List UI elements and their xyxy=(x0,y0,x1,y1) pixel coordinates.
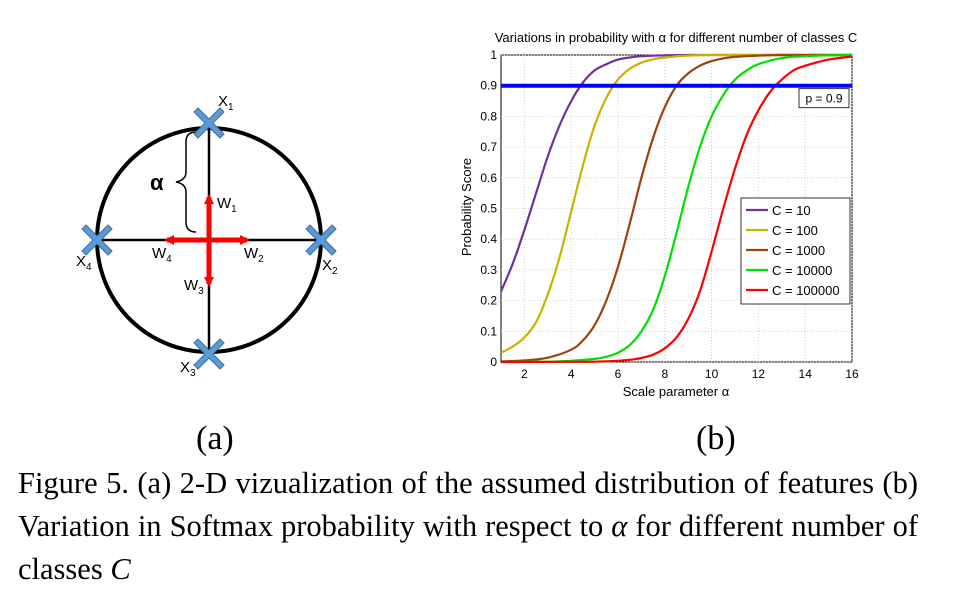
y-tick-label: 0.5 xyxy=(480,202,497,216)
w4-name: W xyxy=(152,245,167,262)
w2-sub: 2 xyxy=(258,254,264,265)
w1-name: W xyxy=(217,195,232,212)
threshold-label: p = 0.9 xyxy=(805,92,842,106)
threshold-line-group: p = 0.9 xyxy=(501,83,852,109)
y-tick-label: 0.4 xyxy=(480,232,497,246)
x-tick-label: 16 xyxy=(845,367,859,381)
w1-sub: 1 xyxy=(231,204,237,215)
x-axis-label: Scale parameter α xyxy=(623,384,730,399)
y-tick-label: 1 xyxy=(490,48,497,62)
x-tick-label: 4 xyxy=(568,367,575,381)
y-tick-label: 0.3 xyxy=(480,263,497,277)
y-tick-label: 0.8 xyxy=(480,109,497,123)
caption-alpha: α xyxy=(611,509,628,543)
w3-name: W xyxy=(184,277,199,294)
alpha-label: α xyxy=(150,170,164,195)
legend-label-4: C = 10000 xyxy=(772,263,832,278)
y-tick-label: 0.6 xyxy=(480,171,497,185)
x2-sub: 2 xyxy=(332,266,338,277)
x-tick-label: 14 xyxy=(799,367,813,381)
panel-label-a: (a) xyxy=(196,420,234,457)
x2-label: X2 xyxy=(322,257,338,277)
x4-marker xyxy=(81,224,113,256)
legend: C = 10 C = 100 C = 1000 C = 10000 C = 100000 xyxy=(740,197,851,305)
x3-marker xyxy=(193,338,225,370)
series-line-3 xyxy=(500,53,852,363)
y-axis-label: Probability Score xyxy=(459,158,474,256)
w3-sub: 3 xyxy=(198,286,204,297)
y-tick-label: 0.9 xyxy=(480,79,497,93)
w4-label: W4 xyxy=(152,245,172,265)
x4-label: X4 xyxy=(76,253,92,273)
feature-distribution-diagram: α X1 X2 X3 X4 W1 W2 xyxy=(76,93,338,379)
alpha-brace xyxy=(175,131,197,233)
chart-title: Variations in probability with α for dif… xyxy=(495,30,858,45)
legend-label-2: C = 100 xyxy=(772,223,818,238)
series-lines xyxy=(499,53,853,364)
series-line-4 xyxy=(500,53,853,364)
x4-sub: 4 xyxy=(86,262,92,273)
x1-label: X1 xyxy=(218,93,234,113)
x2-name: X xyxy=(322,257,332,274)
caption-text-2: for different number of classes xyxy=(18,509,918,586)
axis-ticks: 2 4 6 8 10 12 14 16 0 0.1 0.2 0.3 0.4 0.5 0.6 0.7 0.8 0.9… xyxy=(480,48,859,381)
x3-name: X xyxy=(180,359,190,376)
y-tick-label: 0.1 xyxy=(480,324,497,338)
y-tick-label: 0 xyxy=(490,355,497,369)
figure-caption: Figure 5. (a) 2-D vizualization of the a… xyxy=(18,462,918,591)
y-tick-label: 0.2 xyxy=(480,294,497,308)
feature-markers xyxy=(81,107,337,370)
w2-name: W xyxy=(244,245,259,262)
probability-chart: Variations in probability with α for dif… xyxy=(459,30,859,399)
series-line-2 xyxy=(500,53,852,354)
panel-label-b: (b) xyxy=(696,420,736,457)
w2-label: W2 xyxy=(244,245,264,265)
y-tick-label: 0.7 xyxy=(480,140,497,154)
legend-label-1: C = 10 xyxy=(772,203,811,218)
threshold-label-box xyxy=(798,88,850,109)
x-tick-label: 6 xyxy=(615,367,622,381)
x2-marker xyxy=(305,224,337,256)
x1-marker xyxy=(193,107,225,139)
x1-sub: 1 xyxy=(228,102,234,113)
w4-sub: 4 xyxy=(166,254,172,265)
series-line-5 xyxy=(500,55,853,364)
caption-text-1: Figure 5. (a) 2-D vizualization of the a… xyxy=(18,466,918,543)
x-tick-label: 10 xyxy=(705,367,719,381)
x3-label: X3 xyxy=(180,359,196,379)
x-tick-label: 2 xyxy=(521,367,528,381)
x1-name: X xyxy=(218,93,228,110)
legend-label-5: C = 100000 xyxy=(772,283,840,298)
x-tick-label: 12 xyxy=(752,367,766,381)
w1-label: W1 xyxy=(217,195,237,215)
weight-arrows xyxy=(164,194,250,287)
x3-sub: 3 xyxy=(190,368,196,379)
legend-label-3: C = 1000 xyxy=(772,243,825,258)
x4-name: X xyxy=(76,253,86,270)
w3-label: W3 xyxy=(184,277,204,297)
x-tick-label: 8 xyxy=(661,367,668,381)
caption-classes: C xyxy=(110,552,131,586)
